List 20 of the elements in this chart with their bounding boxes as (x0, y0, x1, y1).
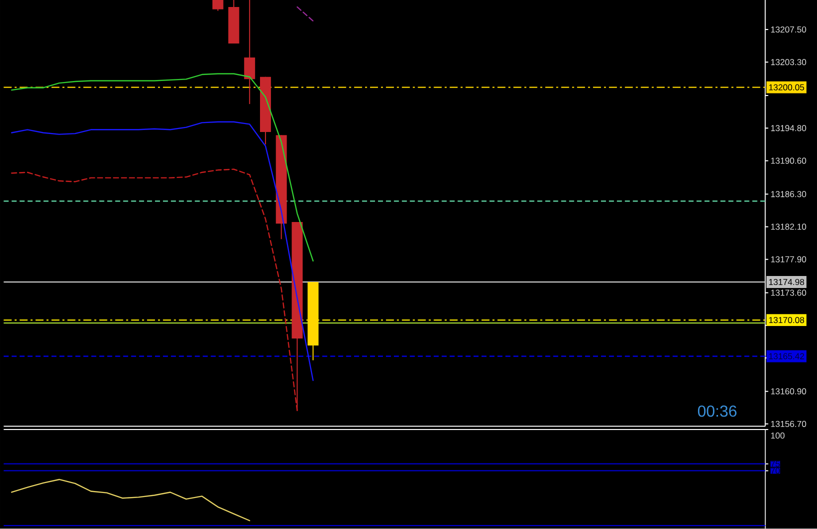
y-tick-label: 13186.30 (771, 191, 806, 198)
y-tick-label: 70 (770, 468, 780, 474)
ref-line-label: 13170.08 (769, 317, 804, 324)
y-tick-label: 13190.60 (771, 158, 806, 164)
y-tick-label: 13177.90 (771, 256, 806, 263)
ref-line-label: 13165.42 (769, 353, 804, 360)
candlestick (244, 0, 256, 105)
y-tick-label: 13194.80 (771, 125, 806, 132)
y-tick-label: 13203.30 (771, 59, 806, 66)
annotation: 00:36 (698, 406, 736, 417)
y-tick-label: 13173.60 (771, 290, 806, 296)
y-tick-label: 13182.10 (771, 224, 806, 230)
y-tick-label: 75 (770, 461, 780, 468)
y-tick-label: 13160.90 (771, 388, 806, 395)
candlestick (212, 0, 224, 12)
y-tick-label: 100 (771, 432, 785, 439)
ref-line-label: 13200.05 (769, 84, 804, 91)
y-tick-label: 13156.70 (771, 421, 806, 428)
ref-line-label: 13174.98 (769, 279, 804, 286)
y-tick-label: 13207.50 (771, 26, 806, 33)
